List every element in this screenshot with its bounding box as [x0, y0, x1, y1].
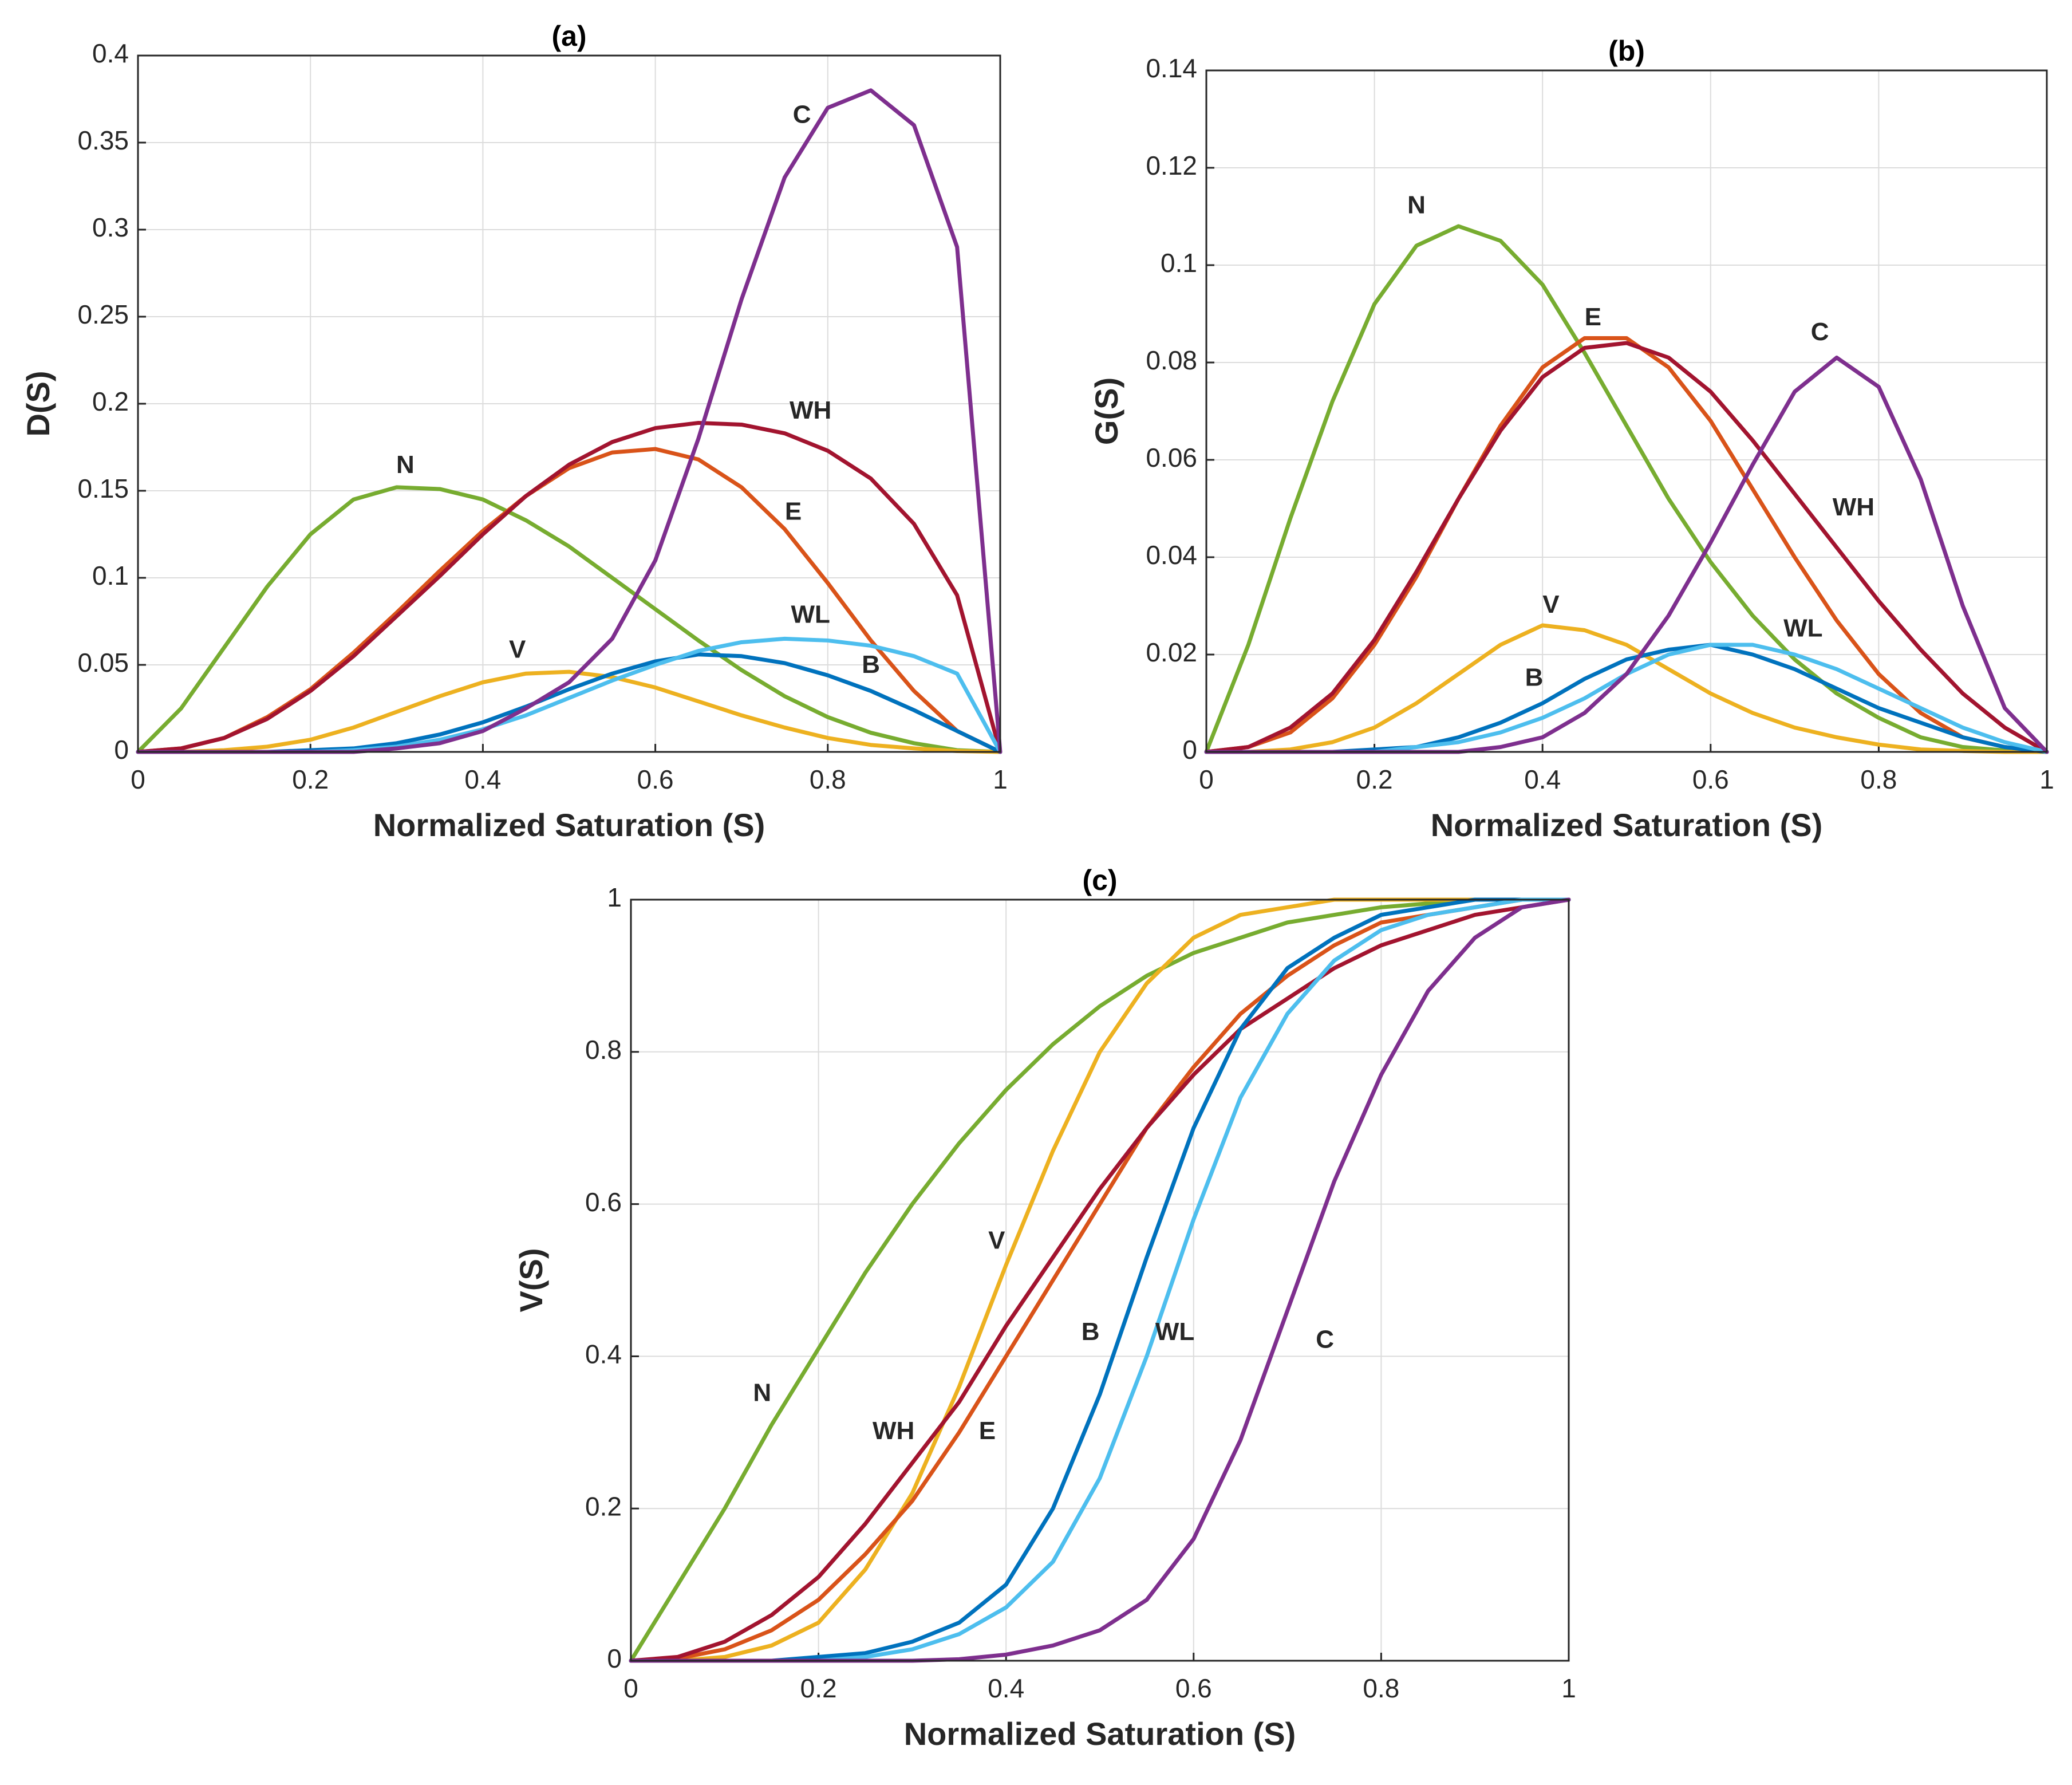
series-label: WL — [791, 601, 830, 629]
series-label: V — [1542, 590, 1560, 618]
y-tick-label: 0.12 — [1146, 151, 1197, 180]
y-axis-label: G(S) — [1088, 377, 1124, 445]
y-tick-label: 0.25 — [77, 300, 129, 329]
series-label: WL — [1155, 1318, 1194, 1346]
series-label: B — [862, 651, 880, 679]
y-tick-label: 0.6 — [585, 1187, 622, 1217]
x-tick-label: 0 — [131, 765, 145, 794]
series-line — [136, 447, 1003, 754]
x-axis-label: Normalized Saturation (S) — [373, 807, 765, 843]
x-tick-label: 0.2 — [1356, 765, 1393, 794]
y-tick-label: 0.2 — [585, 1491, 622, 1521]
x-tick-label: 0.2 — [292, 765, 329, 794]
chart-title: (b) — [1608, 35, 1645, 67]
series-label: WH — [873, 1417, 914, 1445]
y-axis-label: V(S) — [513, 1248, 549, 1313]
x-tick-label: 0.4 — [464, 765, 501, 794]
panel: 0 0.2 0.4 0.6 0.8 1 0 0.02 0.04 0.06 0.08 0.1 0.12 0.… — [1088, 35, 2054, 843]
x-tick-label: 0.8 — [1363, 1673, 1399, 1703]
x-tick-label: 1 — [993, 765, 1008, 794]
series-line — [136, 485, 1003, 754]
x-tick-label: 0 — [623, 1673, 638, 1703]
series-label: WH — [790, 396, 831, 424]
panel: 0 0.2 0.4 0.6 0.8 1 0 0.05 0.1 0.15 0.2 0.25 0.3 0.35… — [20, 20, 1008, 843]
x-axis-label: Normalized Saturation (S) — [1431, 807, 1823, 843]
series-line — [1204, 623, 2049, 754]
series-label: N — [753, 1378, 771, 1406]
x-tick-label: 0.6 — [1175, 1673, 1212, 1703]
series-label: B — [1082, 1318, 1100, 1346]
y-tick-label: 0.02 — [1146, 637, 1197, 667]
plot-frame — [137, 54, 1001, 753]
series-line — [629, 897, 1571, 1663]
y-tick-label: 0.05 — [77, 648, 129, 677]
chart-title: (c) — [1082, 864, 1117, 896]
x-tick-label: 1 — [1561, 1673, 1576, 1703]
y-tick-label: 1 — [607, 882, 622, 912]
series-line — [136, 420, 1003, 754]
x-tick-label: 1 — [2039, 765, 2054, 794]
series-line — [1204, 224, 2049, 754]
series-label: E — [979, 1417, 996, 1445]
y-axis-label: D(S) — [20, 371, 56, 436]
y-tick-label: 0.04 — [1146, 540, 1197, 570]
series-label: B — [1525, 663, 1544, 691]
series-line — [629, 897, 1571, 1663]
series-line — [629, 897, 1571, 1663]
y-tick-label: 0.8 — [585, 1035, 622, 1065]
x-tick-label: 0.6 — [637, 765, 674, 794]
x-tick-label: 0 — [1199, 765, 1214, 794]
plot-frame — [630, 899, 1570, 1662]
series-label: N — [1407, 191, 1426, 219]
y-tick-label: 0.3 — [92, 212, 129, 242]
x-tick-label: 0.8 — [1860, 765, 1897, 794]
plot-frame — [1205, 69, 2048, 753]
series-label: WH — [1833, 493, 1874, 521]
y-tick-label: 0 — [1182, 735, 1197, 765]
series-line — [1204, 341, 2049, 754]
series-line — [629, 897, 1571, 1663]
series-line — [136, 669, 1003, 754]
series-label: C — [1316, 1325, 1334, 1353]
chart-title: (a) — [551, 20, 586, 52]
series-label: V — [988, 1227, 1005, 1255]
series-line — [629, 897, 1571, 1663]
y-tick-label: 0.14 — [1146, 53, 1197, 83]
x-axis-label: Normalized Saturation (S) — [904, 1716, 1296, 1752]
x-tick-label: 0.4 — [988, 1673, 1024, 1703]
x-tick-label: 0.6 — [1692, 765, 1729, 794]
x-tick-label: 0.4 — [1524, 765, 1561, 794]
series-label: C — [1811, 318, 1829, 346]
y-tick-label: 0.2 — [92, 387, 129, 416]
y-tick-label: 0.1 — [1161, 248, 1197, 278]
y-tick-label: 0.06 — [1146, 443, 1197, 472]
panel: 0 0.2 0.4 0.6 0.8 1 0 0.2 0.4 0.6 0.8 1 N V E WH B WL C (c)… — [513, 864, 1576, 1752]
series-label: C — [793, 100, 811, 128]
y-tick-label: 0.4 — [585, 1339, 622, 1369]
y-tick-label: 0 — [114, 735, 129, 765]
y-tick-label: 0.35 — [77, 125, 129, 155]
series-label: N — [396, 451, 415, 479]
x-tick-label: 0.8 — [810, 765, 846, 794]
series-line — [629, 897, 1571, 1663]
series-label: E — [785, 498, 802, 526]
series-line — [629, 897, 1571, 1663]
y-tick-label: 0 — [607, 1644, 622, 1673]
y-tick-label: 0.4 — [92, 38, 129, 68]
series-label: WL — [1783, 614, 1822, 643]
series-label: E — [1585, 303, 1601, 331]
y-tick-label: 0.15 — [77, 474, 129, 503]
x-tick-label: 0.2 — [800, 1673, 837, 1703]
series-label: V — [509, 635, 526, 663]
y-tick-label: 0.1 — [92, 561, 129, 590]
y-tick-label: 0.08 — [1146, 345, 1197, 375]
